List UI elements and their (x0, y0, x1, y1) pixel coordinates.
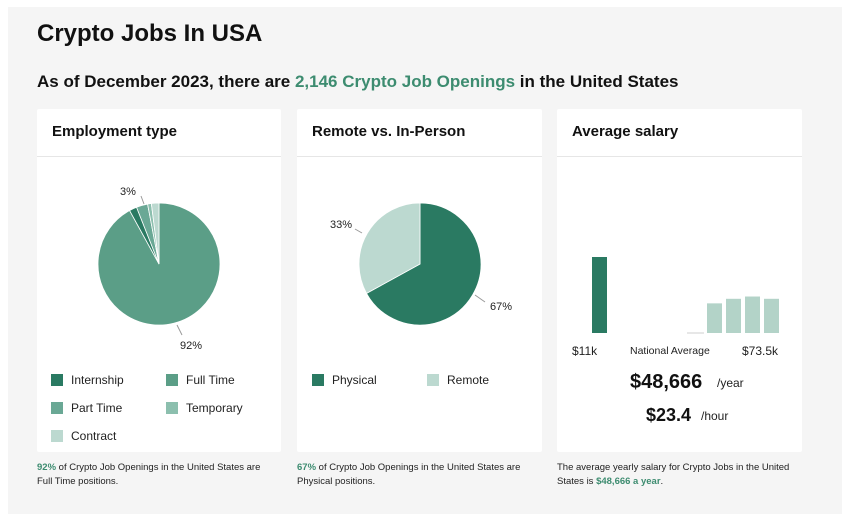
legend-swatch (51, 374, 63, 386)
yearly-unit: /year (717, 376, 744, 390)
legend-temporary: Temporary (166, 401, 243, 415)
salary-bar-chart (592, 257, 779, 334)
legend-label: Contract (71, 429, 117, 443)
remote-footnote: 67% of Crypto Job Openings in the United… (297, 461, 537, 489)
legend-swatch (312, 374, 324, 386)
legend-swatch (51, 402, 63, 414)
pie-label-large: 92% (180, 340, 202, 352)
employment-card: Employment type 3% 92% Internship Full T… (37, 109, 281, 452)
card-divider (37, 156, 281, 157)
salary-bar-high (726, 298, 741, 333)
salary-bar-low (592, 257, 607, 333)
footnote-text: of Crypto Job Openings in the United Sta… (297, 462, 521, 487)
pie-label-remote: 33% (330, 219, 352, 231)
legend-label: Remote (447, 373, 490, 387)
salary-bar-high (707, 303, 722, 333)
card-divider (297, 156, 542, 157)
legend-swatch (166, 374, 178, 386)
pie-slice-remote (358, 202, 421, 294)
remote-card: Remote vs. In-Person 33% 67% Physical Re… (297, 109, 542, 452)
pie-label-physical: 67% (490, 301, 512, 313)
footnote-text: The average yearly salary for Crypto Job… (557, 462, 790, 487)
legend-remote: Remote (427, 373, 489, 387)
hourly-salary: $23.4 (646, 405, 692, 425)
pie-slice-contract (150, 202, 160, 265)
legend-full-time: Full Time (166, 373, 235, 387)
salary-bar-high (745, 296, 760, 333)
legend-label: Physical (332, 373, 377, 387)
legend-swatch (166, 402, 178, 414)
legend-label: Internship (71, 373, 124, 387)
footnote-highlight: 92% (37, 462, 57, 473)
pie-label-small: 3% (120, 186, 136, 198)
employment-card-title: Employment type (52, 123, 178, 140)
legend-part-time: Part Time (51, 401, 122, 415)
legend-physical: Physical (312, 373, 377, 387)
footnote-highlight: 67% (297, 462, 317, 473)
label-leader-line (176, 324, 183, 336)
remote-pie-chart: 33% 67% (330, 202, 512, 326)
subtitle-highlight: 2,146 Crypto Job Openings (294, 72, 516, 91)
salary-card: Average salary $11k National Average $73… (557, 109, 802, 452)
employment-footnote: 92% of Crypto Job Openings in the United… (37, 461, 277, 489)
hourly-unit: /hour (701, 409, 729, 423)
yearly-salary: $48,666 (630, 371, 703, 393)
card-divider (557, 156, 802, 157)
footnote-highlight: $48,666 a year (596, 476, 661, 487)
legend-swatch (51, 430, 63, 442)
label-leader-line (354, 228, 363, 234)
national-average-label: National Average (630, 345, 710, 357)
salary-footnote: The average yearly salary for Crypto Job… (557, 461, 797, 489)
legend-contract: Contract (51, 429, 116, 443)
footnote-end: . (660, 476, 664, 487)
page-title: Crypto Jobs In USA (37, 20, 263, 47)
label-leader-line (140, 195, 145, 205)
salary-card-title: Average salary (572, 123, 679, 140)
footnote-text: of Crypto Job Openings in the United Sta… (37, 462, 261, 487)
label-leader-line (474, 294, 486, 303)
legend-internship: Internship (51, 373, 124, 387)
subtitle-prefix: As of December 2023, there are (37, 72, 295, 91)
subtitle-suffix: in the United States (515, 72, 679, 91)
salary-low-label: $11k (572, 344, 598, 358)
legend-swatch (427, 374, 439, 386)
legend-label: Temporary (186, 401, 243, 415)
legend-label: Part Time (71, 401, 123, 415)
salary-bar-high (764, 298, 779, 333)
legend-label: Full Time (186, 373, 235, 387)
page-subtitle: As of December 2023, there are 2,146 Cry… (37, 72, 679, 92)
salary-high-label: $73.5k (742, 344, 779, 358)
pie-slice-physical (366, 202, 482, 326)
employment-pie-chart: 3% 92% (97, 186, 221, 352)
remote-card-title: Remote vs. In-Person (312, 123, 466, 140)
